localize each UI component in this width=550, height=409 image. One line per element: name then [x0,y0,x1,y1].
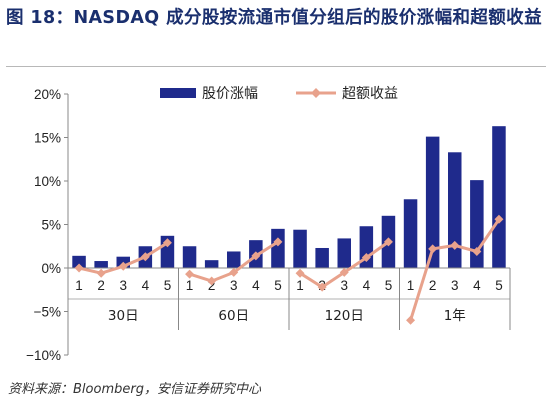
bar [425,136,440,268]
group-label: 1年 [444,308,466,324]
y-tick-label: −10% [26,348,61,363]
y-tick-label: 0% [41,261,61,276]
line-point [185,269,195,279]
y-axis: 20% 15% 10% 5% 0% −5% −10% [26,87,69,363]
y-tick-label: 10% [34,174,61,189]
line-point [229,267,239,277]
source-note: 资料来源：Bloomberg，安信证券研究中心 [8,382,261,397]
bar [72,255,86,268]
bar [337,238,351,268]
figure-title: 图 18：NASDAQ 成分股按流通市值分组后的股价涨幅和超额收益 [6,8,542,28]
x-tick-label: 1 [407,278,415,293]
line-point [162,238,172,248]
line-point [140,252,150,262]
bar [403,199,418,268]
line-point [339,267,349,277]
line-point [494,214,504,224]
x-tick-label: 4 [363,278,371,293]
bar [315,247,329,268]
line-point [295,268,305,278]
x-tick-label: 4 [142,278,150,293]
legend-line-marker [311,88,321,98]
y-tick-label: 15% [34,131,61,146]
bar [94,261,108,268]
bar [227,251,241,268]
y-tick-label: 20% [34,87,61,102]
bar [182,246,197,268]
bar [204,260,219,268]
group-label: 30日 [108,308,139,324]
legend-bar-label: 股价涨幅 [202,86,258,102]
line-point [74,263,84,273]
line-point [406,315,416,325]
x-tick-label: 4 [473,278,481,293]
x-axis: 1234512345123451234530日60日120日1年 [67,267,511,330]
line-point [383,237,393,247]
x-tick-label: 5 [274,278,282,293]
group-label: 120日 [325,308,364,324]
x-tick-label: 5 [164,278,172,293]
x-tick-label: 1 [75,278,83,293]
line-point [450,240,460,250]
legend: 股价涨幅 超额收益 [160,86,398,102]
x-tick-label: 2 [97,278,105,293]
x-tick-label: 1 [186,278,194,293]
line-point [273,237,283,247]
group-label: 60日 [218,308,249,324]
line-series [74,214,504,325]
title-divider [6,66,546,67]
line-point [472,246,482,256]
x-tick-label: 5 [385,278,393,293]
x-tick-label: 3 [230,278,238,293]
x-tick-label: 1 [296,278,304,293]
x-tick-label: 3 [119,278,127,293]
x-tick-label: 3 [340,278,348,293]
bar [293,229,307,268]
x-tick-label: 4 [252,278,260,293]
bar [271,228,285,268]
chart: 20%15%10%5%0%−5%−10% 1234512345123451234… [26,86,511,363]
bar [492,126,506,268]
x-tick-label: 3 [451,278,459,293]
line-point [317,282,327,292]
x-tick-label: 2 [429,278,437,293]
y-tick-label: 5% [41,218,61,233]
line-point [207,276,217,286]
legend-line-label: 超额收益 [342,86,398,102]
line-point [96,268,106,278]
y-tick-label: −5% [34,305,61,320]
line-point [118,261,128,271]
bar [448,152,462,268]
line-point [361,253,371,263]
line-point [428,244,438,254]
legend-bar-swatch [160,88,196,98]
line-point [251,251,261,261]
x-tick-label: 5 [495,278,503,293]
